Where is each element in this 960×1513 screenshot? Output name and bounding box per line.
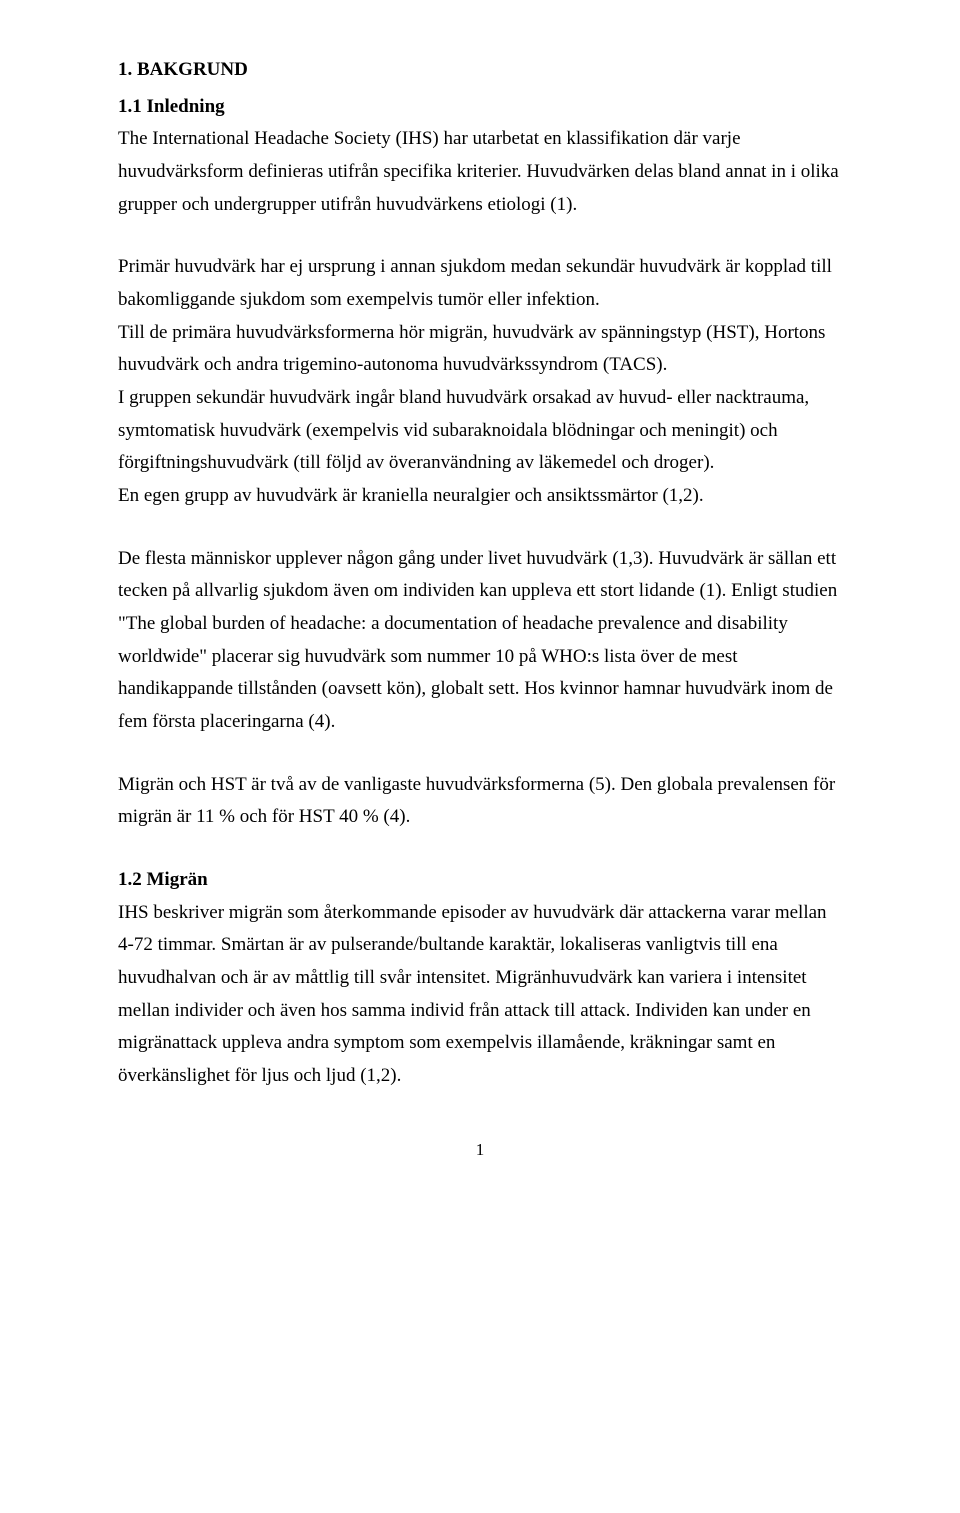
paragraph-prevalence-study: De flesta människor upplever någon gång … (118, 543, 842, 739)
paragraph-migraine-hst: Migrän och HST är två av de vanligaste h… (118, 769, 842, 834)
paragraph-secondary-group: I gruppen sekundär huvudvärk ingår bland… (118, 382, 842, 480)
paragraph-primary-secondary: Primär huvudvärk har ej ursprung i annan… (118, 251, 842, 316)
page-number: 1 (118, 1135, 842, 1164)
section-heading-1: 1. BAKGRUND (118, 54, 842, 87)
subsection-heading-1-1: 1.1 Inledning (118, 91, 842, 124)
paragraph-intro: The International Headache Society (IHS)… (118, 123, 842, 221)
subsection-heading-1-2: 1.2 Migrän (118, 864, 842, 897)
paragraph-migraine-description: IHS beskriver migrän som återkommande ep… (118, 897, 842, 1093)
paragraph-primary-forms: Till de primära huvudvärksformerna hör m… (118, 317, 842, 382)
paragraph-own-group: En egen grupp av huvudvärk är kraniella … (118, 480, 842, 513)
